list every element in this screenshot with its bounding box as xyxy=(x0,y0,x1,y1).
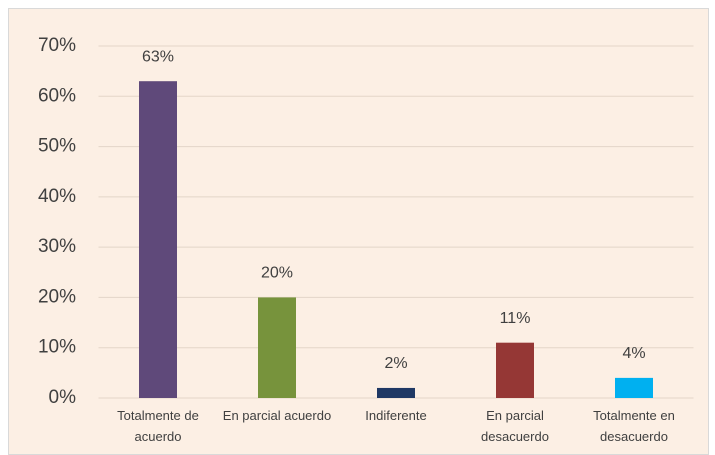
chart-background xyxy=(8,8,709,455)
y-tick-label: 0% xyxy=(49,387,77,408)
bar xyxy=(615,377,653,398)
x-tick-label: Totalmente de acuerdo xyxy=(117,408,199,444)
bar xyxy=(496,342,534,398)
y-tick-label: 30% xyxy=(38,236,76,257)
bar xyxy=(377,387,415,398)
y-tick-label: 10% xyxy=(38,337,76,358)
data-label: 2% xyxy=(384,355,407,372)
x-tick-label: En parcial acuerdo xyxy=(222,408,332,423)
x-tick-label: Totalmente en desacuerdo xyxy=(593,408,675,444)
y-tick-label: 40% xyxy=(38,186,76,207)
y-tick-label: 50% xyxy=(38,136,76,157)
y-tick-label: 60% xyxy=(38,85,76,106)
y-tick-label: 20% xyxy=(38,286,76,307)
data-label: 20% xyxy=(261,265,293,282)
x-tick-label: En parcial desacuerdo xyxy=(481,408,549,444)
bar xyxy=(258,297,296,398)
y-tick-label: 70% xyxy=(38,35,76,56)
bar xyxy=(139,81,177,398)
data-label: 11% xyxy=(500,310,531,327)
data-label: 63% xyxy=(142,48,174,65)
data-label: 4% xyxy=(622,345,645,362)
x-tick-label: Indiferente xyxy=(365,408,427,423)
